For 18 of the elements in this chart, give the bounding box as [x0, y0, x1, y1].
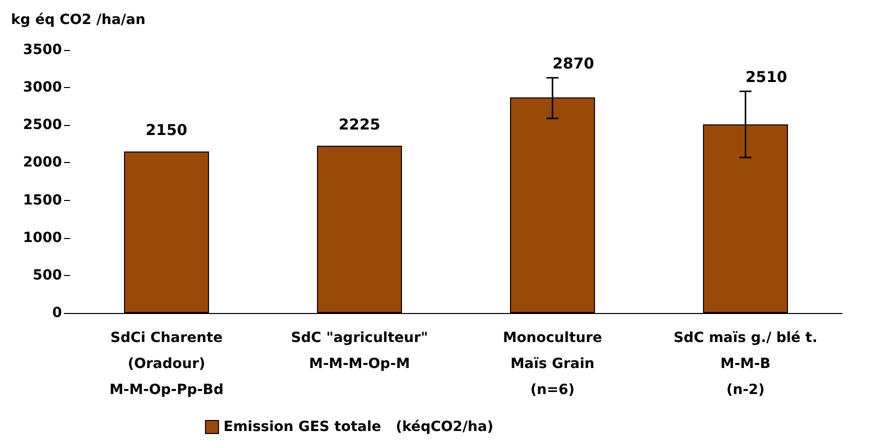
y-tick-label: 1500: [23, 192, 62, 208]
x-tick-label: SdC maïs g./ blé t. M-M-B (n-2): [674, 330, 818, 398]
y-tick-label: 0: [52, 305, 62, 321]
y-tick-label: 2000: [23, 154, 62, 171]
data-label: 2150: [146, 120, 188, 139]
data-label: 2225: [338, 115, 380, 134]
data-label: 2510: [746, 68, 788, 86]
data-label: 2870: [552, 54, 594, 72]
y-axis-title: kg éq CO2 /ha/an: [11, 12, 146, 28]
y-tick-label: 2500: [23, 117, 62, 134]
legend-label: Emission GES totale (kéqCO2/ha): [224, 419, 494, 435]
x-tick-label: Monoculture Maïs Grain (n=6): [502, 330, 602, 398]
y-tick-label: 500: [32, 267, 62, 284]
x-tick-label: SdC "agriculteur" M-M-M-Op-M: [290, 330, 428, 372]
y-tick-label: 3500: [23, 42, 62, 58]
y-tick-label: 1000: [23, 230, 62, 246]
x-tick-label: SdCi Charente (Oradour) M-M-Op-Pp-Bd: [109, 330, 224, 398]
y-tick-label: 3000: [23, 80, 62, 96]
